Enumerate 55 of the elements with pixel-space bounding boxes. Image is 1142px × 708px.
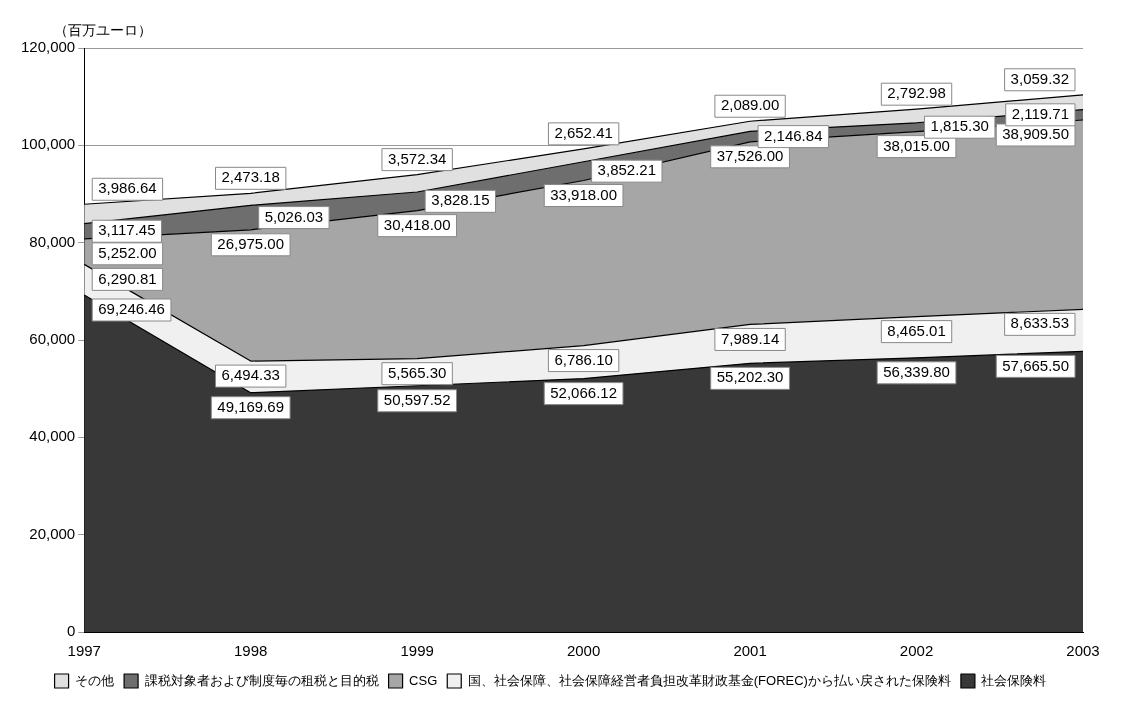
data-label: 26,975.00	[217, 234, 285, 252]
data-label: 3,828.15	[431, 191, 490, 209]
data-label: 6,290.81	[98, 269, 157, 287]
data-label: 6,494.33	[221, 366, 280, 384]
data-label: 55,202.30	[716, 368, 784, 386]
data-label: 3,059.32	[1010, 69, 1069, 87]
y-tick-label: 20,000	[29, 524, 76, 542]
y-axis-title: （百万ユーロ）	[54, 21, 153, 38]
data-label: 38,909.50	[1002, 125, 1069, 143]
data-label: 49,169.69	[217, 397, 285, 415]
legend-label: その他	[75, 672, 115, 688]
data-label: 2,792.98	[887, 84, 946, 102]
legend-label: 社会保険料	[981, 672, 1047, 688]
y-tick-label: 80,000	[29, 232, 76, 250]
data-label: 52,066.12	[550, 383, 617, 401]
data-label: 6,786.10	[554, 350, 613, 368]
x-tick-label: 2003	[1066, 642, 1100, 660]
data-label: 5,252.00	[98, 243, 157, 261]
data-label: 37,526.00	[716, 146, 784, 164]
data-label: 56,339.80	[883, 362, 950, 380]
data-label: 33,918.00	[550, 185, 617, 203]
y-tick-label: 0	[66, 622, 76, 640]
data-label: 2,146.84	[764, 126, 823, 144]
data-label: 50,597.52	[383, 390, 451, 408]
y-tick-label: 40,000	[29, 427, 76, 445]
data-label: 8,633.53	[1010, 314, 1069, 332]
data-label: 5,026.03	[264, 207, 324, 225]
x-tick-label: 1998	[234, 642, 268, 660]
x-tick-label: 1997	[67, 642, 101, 660]
data-label: 5,565.30	[387, 363, 447, 381]
data-label: 2,119.71	[1011, 104, 1069, 122]
x-tick-label: 1999	[400, 642, 434, 660]
x-tick-label: 2001	[733, 642, 767, 660]
data-label: 57,665.50	[1002, 356, 1069, 374]
x-tick-label: 2002	[899, 642, 934, 660]
data-label: 2,473.18	[221, 168, 280, 186]
data-label: 3,572.34	[387, 149, 447, 167]
legend-label: 課税対象者および制度毎の租税と目的税	[144, 672, 379, 688]
data-label: 3,117.45	[98, 221, 156, 239]
data-label: 3,986.64	[98, 179, 157, 197]
data-label: 69,246.46	[98, 300, 165, 318]
legend-label: 国、社会保障、社会保障経営者負担改革財政基金(FOREC)から払い戻された保険料	[467, 672, 951, 688]
data-label: 30,418.00	[383, 215, 451, 233]
y-tick-label: 60,000	[29, 330, 76, 348]
data-label: 2,089.00	[720, 96, 780, 114]
x-tick-label: 2000	[566, 642, 601, 660]
legend-label: CSG	[409, 672, 438, 688]
y-tick-label: 120,000	[20, 38, 76, 56]
data-label: 2,652.41	[554, 124, 613, 141]
y-tick-label: 100,000	[20, 135, 76, 153]
data-label: 3,852.21	[597, 161, 656, 179]
data-label: 1,815.30	[930, 117, 989, 135]
data-label: 7,989.14	[720, 329, 780, 347]
data-label: 8,465.01	[887, 321, 946, 339]
data-label: 38,015.00	[883, 136, 950, 154]
